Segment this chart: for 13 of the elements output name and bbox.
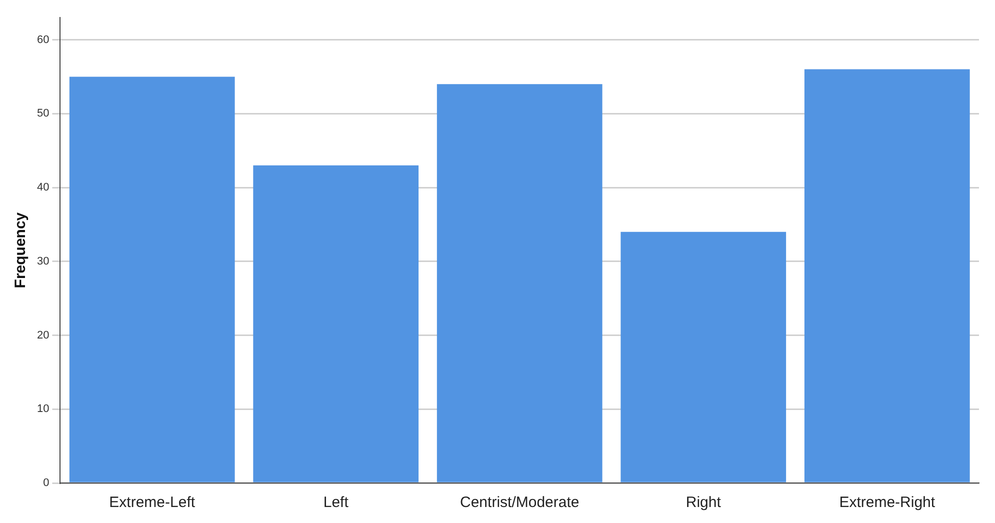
x-tick-label: Left	[323, 494, 350, 512]
x-tick-label: Extreme-Left	[109, 494, 196, 512]
y-tick-label: 50	[36, 108, 50, 120]
x-tick-label: Extreme-Right	[839, 494, 936, 512]
x-tick-label: Centrist/Moderate	[460, 494, 580, 512]
y-axis-title: Frequency	[12, 212, 30, 288]
y-tick-label: 60	[36, 34, 50, 46]
y-tick-label: 10	[36, 403, 50, 416]
y-tick-label: 30	[36, 255, 50, 268]
y-tick-label: 0	[43, 477, 50, 490]
y-tick-label: 40	[36, 182, 50, 194]
x-tick-label: Right	[686, 494, 722, 512]
y-tick-label: 20	[36, 329, 50, 342]
